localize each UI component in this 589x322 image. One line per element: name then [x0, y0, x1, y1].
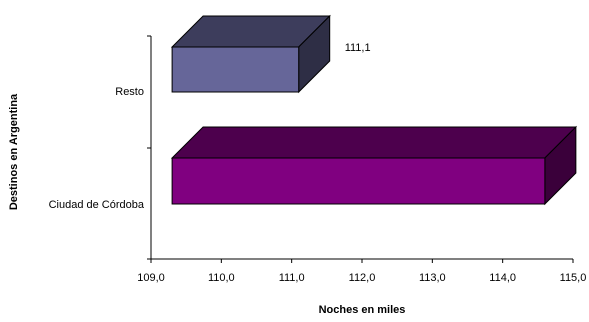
bar-front-face — [171, 46, 300, 93]
bar-front-face — [171, 157, 546, 205]
category-label-resto: Resto — [115, 86, 144, 98]
y-axis-title: Destinos en Argentina — [8, 93, 20, 210]
bar-ciudad-de-cordoba — [170, 125, 578, 206]
bars — [170, 14, 578, 206]
data-labels: 111,1 — [345, 42, 371, 54]
x-ticks: 109,0 110,0 111,0 112,0 113,0 114,0 115,0 — [137, 259, 586, 284]
x-tick-label: 109,0 — [137, 272, 165, 284]
category-labels: Resto Ciudad de Córdoba — [49, 86, 145, 211]
x-tick-label: 114,0 — [489, 272, 516, 284]
bar-top-face — [170, 126, 578, 159]
x-axis-title: Noches en miles — [319, 304, 406, 316]
x-tick-label: 111,0 — [279, 272, 305, 284]
x-tick-label: 113,0 — [419, 272, 446, 284]
bar-resto — [170, 14, 331, 94]
x-tick-label: 112,0 — [349, 272, 376, 284]
data-label-resto: 111,1 — [345, 42, 371, 54]
x-tick-label: 110,0 — [208, 272, 235, 284]
category-label-ciudad-de-cordoba: Ciudad de Córdoba — [49, 199, 145, 211]
x-tick-label: 115,0 — [560, 272, 587, 284]
